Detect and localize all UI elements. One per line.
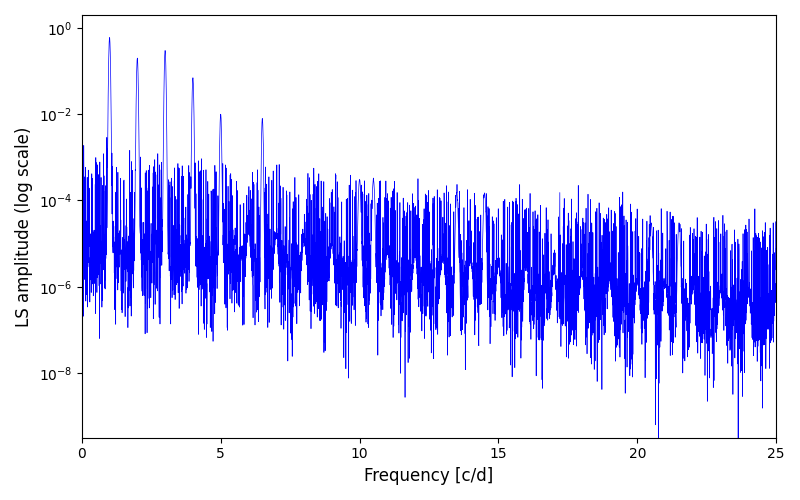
X-axis label: Frequency [c/d]: Frequency [c/d] — [364, 467, 494, 485]
Y-axis label: LS amplitude (log scale): LS amplitude (log scale) — [15, 126, 33, 326]
